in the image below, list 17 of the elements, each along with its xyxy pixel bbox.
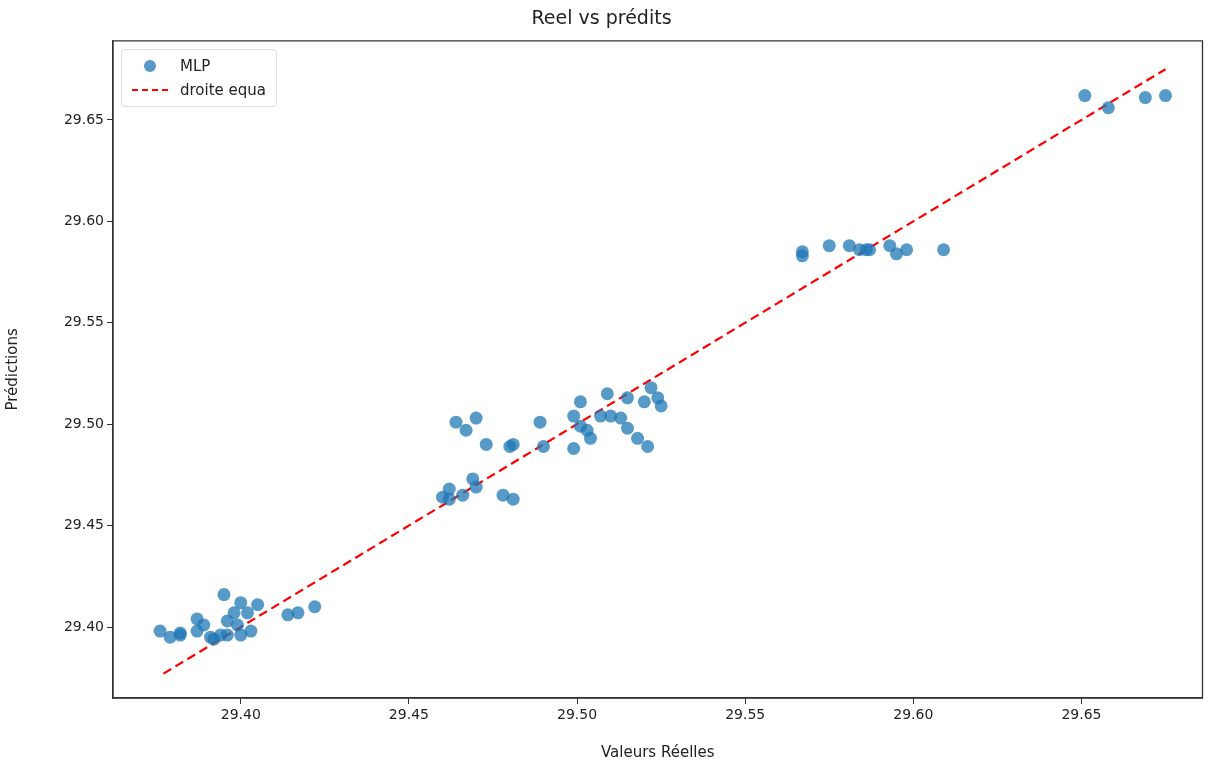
x-axis-title: Valeurs Réelles (600, 742, 715, 761)
x-tick-label: 29.60 (893, 706, 934, 723)
y-tick-label: 29.50 (63, 414, 104, 431)
chart-title: Reel vs prédits (531, 6, 672, 29)
x-tick-label: 29.40 (220, 706, 261, 723)
y-tick-label: 29.40 (63, 617, 104, 634)
legend-label: droite equa (180, 80, 267, 99)
y-tick-label: 29.65 (63, 110, 104, 127)
x-tick-label: 29.65 (1061, 706, 1102, 723)
y-tick-label: 29.60 (63, 211, 104, 228)
x-tick-label: 29.45 (388, 706, 429, 723)
x-tick-label: 29.55 (725, 706, 766, 723)
x-tick-label: 29.50 (557, 706, 598, 723)
y-axis-title: Prédictions (2, 328, 21, 411)
legend-label: MLP (180, 56, 211, 75)
y-tick-label: 29.45 (63, 516, 104, 533)
y-tick-label: 29.55 (63, 313, 104, 330)
